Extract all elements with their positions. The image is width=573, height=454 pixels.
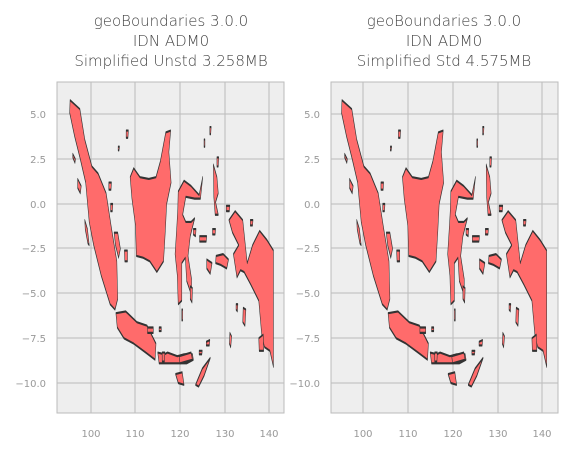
- right-ytick-m5: −5.0: [296, 289, 320, 300]
- right-map-panel: 100 110 120 130 140 5.0 2.5 0.0 −2.5 −5.…: [289, 81, 559, 440]
- left-xtick-110: 110: [125, 429, 144, 440]
- right-map-title: geoBoundaries 3.0.0 IDN ADM0 Simplified …: [314, 11, 573, 71]
- right-ytick-m10: −10.0: [289, 379, 320, 390]
- right-title-line-2: IDN ADM0: [405, 32, 483, 50]
- left-ytick-2-5: 2.5: [30, 155, 46, 166]
- right-ytick-0: 0.0: [304, 200, 320, 211]
- left-ytick-5: 5.0: [30, 110, 46, 121]
- right-ytick-5: 5.0: [304, 110, 320, 121]
- right-xtick-120: 120: [443, 429, 462, 440]
- right-xtick-110: 110: [398, 429, 417, 440]
- left-xtick-100: 100: [81, 429, 100, 440]
- right-grid: [331, 82, 558, 413]
- left-ytick-m5: −5.0: [22, 289, 46, 300]
- left-xtick-140: 140: [259, 429, 278, 440]
- right-xtick-100: 100: [353, 429, 372, 440]
- left-ytick-m10: −10.0: [15, 379, 46, 390]
- right-ytick-m7-5: −7.5: [296, 334, 320, 345]
- right-title-line-1: geoBoundaries 3.0.0: [366, 12, 522, 30]
- right-xtick-140: 140: [532, 429, 551, 440]
- left-xtick-120: 120: [170, 429, 189, 440]
- right-xtick-130: 130: [488, 429, 507, 440]
- left-ytick-m7-5: −7.5: [22, 334, 46, 345]
- left-title-line-2: IDN ADM0: [132, 32, 210, 50]
- right-ytick-2-5: 2.5: [304, 155, 320, 166]
- left-map-title: geoBoundaries 3.0.0 IDN ADM0 Simplified …: [41, 11, 301, 71]
- right-plot-frame: [330, 81, 559, 414]
- left-map-panel: 100 110 120 130 140 5.0 2.5 0.0 −2.5 −5.…: [15, 81, 285, 440]
- right-ytick-m2-5: −2.5: [296, 244, 320, 255]
- left-title-line-3: Simplified Unstd 3.258MB: [74, 52, 268, 70]
- left-xtick-130: 130: [215, 429, 234, 440]
- right-title-line-3: Simplified Std 4.575MB: [356, 52, 532, 70]
- left-ytick-0: 0.0: [30, 200, 46, 211]
- left-ytick-m2-5: −2.5: [22, 244, 46, 255]
- left-plot-frame: [56, 81, 285, 414]
- left-title-line-1: geoBoundaries 3.0.0: [93, 12, 249, 30]
